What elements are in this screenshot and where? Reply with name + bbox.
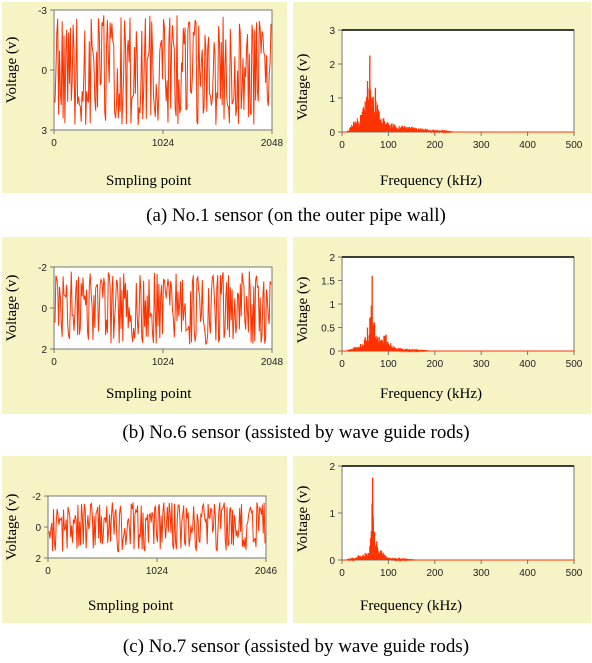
ytick-label-b-time-2: 2: [41, 345, 47, 356]
xtick-label-c-freq-2: 200: [426, 568, 443, 579]
ytick-label-b-freq-4: 0: [329, 347, 335, 358]
ylabel-b-freq: Voltage (v): [295, 277, 311, 344]
panel-c-freq: 2 1 0 0 100 200 300 400 500 Voltage (v) Frequency…: [293, 456, 591, 623]
ytick-label-c-freq-1: 1: [329, 509, 335, 520]
ytick-label-a-freq-0: 3: [329, 26, 335, 37]
xtick-label-c-time-1: 1024: [146, 566, 169, 577]
xlabel-c-time: Smpling point: [88, 598, 174, 614]
ytick-label-c-freq-2: 0: [329, 556, 335, 567]
xtick-label-a-freq-2: 200: [426, 140, 443, 151]
ytick-label-b-freq-0: 2: [329, 253, 335, 264]
panel-c-time: -2 0 2 0 1024 2046 Voltage (v) Smpling point: [2, 456, 287, 623]
plot-area-b-freq: [341, 256, 575, 352]
xtick-label-b-time-2: 2048: [261, 357, 284, 368]
xtick-label-c-freq-3: 300: [473, 568, 490, 579]
xlabel-b-freq: Frequency (kHz): [380, 386, 483, 402]
ytick-label-a-time-0: -3: [38, 6, 47, 17]
xtick-label-a-time-2: 2048: [261, 138, 284, 149]
series-line-b-time: [54, 271, 272, 346]
caption-c: (c) No.7 sensor (assisted by wave guide …: [122, 636, 470, 657]
ytick-label-b-time-1: 0: [41, 304, 47, 315]
xtick-label-b-freq-0: 0: [339, 359, 345, 370]
ytick-label-a-time-2: 3: [41, 126, 47, 137]
xtick-label-a-time-1: 1024: [152, 138, 175, 149]
xtick-label-c-freq-4: 400: [519, 568, 536, 579]
xtick-label-b-time-1: 1024: [152, 357, 175, 368]
plot-area-a-freq: [341, 29, 575, 133]
panel-a-time: -3 0 3 0 1024 2048 Voltage (v) Smpling point: [2, 2, 287, 193]
xtick-label-a-time-0: 0: [51, 138, 57, 149]
xtick-label-a-freq-5: 500: [566, 140, 583, 151]
xtick-label-a-freq-3: 300: [473, 140, 490, 151]
xtick-label-b-freq-1: 100: [380, 359, 397, 370]
ytick-label-c-time-1: 0: [35, 523, 41, 534]
xtick-label-b-freq-3: 300: [473, 359, 490, 370]
xtick-label-c-freq-0: 0: [339, 568, 345, 579]
caption-b: (b) No.6 sensor (assisted by wave guide …: [122, 422, 470, 443]
xtick-label-c-time-2: 2046: [255, 566, 278, 577]
panel-a-freq: 3 2 1 0 0 100 200 300 400 500 Voltage (v) Frequenc…: [293, 2, 591, 193]
xlabel-c-freq: Frequency (kHz): [360, 598, 463, 614]
xtick-label-a-freq-0: 0: [339, 140, 345, 151]
series-line-c-time: [48, 502, 266, 553]
xlabel-b-time: Smpling point: [106, 386, 192, 402]
xtick-label-c-time-0: 0: [45, 566, 51, 577]
ylabel-c-time: Voltage (v): [4, 494, 20, 561]
chart-b-freq: 2 1.5 1 0.5 00 100 200 300 400 500 Voltage (v): [295, 253, 583, 370]
caption-a: (a) No.1 sensor (on the outer pipe wall): [146, 205, 446, 226]
xtick-label-a-freq-4: 400: [519, 140, 536, 151]
ytick-label-c-freq-0: 2: [329, 462, 335, 473]
plot-area-c-freq: [341, 465, 575, 561]
ytick-label-a-freq-1: 2: [329, 60, 335, 71]
ylabel-a-time: Voltage (v): [4, 37, 20, 104]
ytick-label-a-freq-2: 1: [329, 94, 335, 105]
xtick-label-c-freq-5: 500: [566, 568, 583, 579]
series-line-a-time: [54, 15, 272, 126]
ylabel-a-freq: Voltage (v): [295, 54, 311, 121]
series-line-b-freq: [342, 304, 575, 353]
xtick-label-b-freq-2: 200: [426, 359, 443, 370]
ytick-label-b-freq-1: 1.5: [321, 277, 335, 288]
ytick-label-a-time-1: 0: [41, 66, 47, 77]
xtick-label-b-time-0: 0: [51, 357, 57, 368]
panel-b-freq: 2 1.5 1 0.5 0 0 100 200 300 400 500 Voltage (v) Fre…: [293, 237, 591, 414]
ytick-label-b-freq-2: 1: [329, 300, 335, 311]
ytick-label-a-freq-3: 0: [329, 128, 335, 139]
ylabel-c-freq: Voltage (v): [295, 486, 311, 553]
ytick-label-b-freq-3: 0.5: [321, 324, 335, 335]
xtick-label-b-freq-4: 400: [519, 359, 536, 370]
xtick-label-b-freq-5: 500: [566, 359, 583, 370]
ytick-label-c-time-2: 2: [35, 554, 41, 565]
ytick-label-c-time-0: -2: [32, 492, 41, 503]
xlabel-a-time: Smpling point: [106, 173, 192, 189]
ylabel-b-time: Voltage (v): [4, 275, 20, 342]
xtick-label-c-freq-1: 100: [380, 568, 397, 579]
ytick-label-b-time-0: -2: [38, 263, 47, 274]
xtick-label-a-freq-1: 100: [380, 140, 397, 151]
panel-b-time: -2 0 2 0 1024 2048 Voltage (v) Smpling point: [2, 237, 287, 414]
xlabel-a-freq: Frequency (kHz): [380, 173, 483, 189]
